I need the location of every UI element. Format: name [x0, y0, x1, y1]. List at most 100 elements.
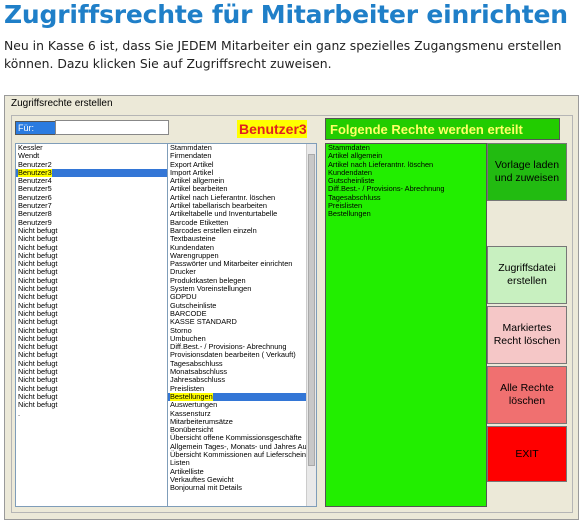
right-list-item[interactable]: Umbuchen	[168, 334, 316, 343]
right-list-item[interactable]: GDPDU	[168, 293, 316, 302]
right-list-item[interactable]: Firmendaten	[168, 151, 316, 160]
user-list-item[interactable]: Nicht befugt	[16, 342, 170, 351]
right-list-item[interactable]: Kundendaten	[168, 243, 316, 252]
right-list-item[interactable]: Gutscheinliste	[168, 301, 316, 310]
user-list-item[interactable]: Nicht befugt	[16, 259, 170, 268]
user-list-item[interactable]: Benutzer8	[16, 210, 170, 219]
user-list-item[interactable]: Nicht befugt	[16, 226, 170, 235]
right-list-item[interactable]: Monatsabschluss	[168, 367, 316, 377]
granted-right-item[interactable]: Bestellungen	[328, 209, 371, 219]
user-list-item[interactable]: Benutzer3	[16, 168, 170, 178]
right-list-item[interactable]: Artikeltabelle und Inventurtabelle	[168, 210, 316, 219]
right-list-item[interactable]: Import Artikel	[168, 168, 316, 177]
user-list-item[interactable]: Benutzer4	[16, 176, 170, 185]
right-list-item[interactable]: Artikelliste	[168, 467, 316, 476]
right-list-item[interactable]: Bestellungen	[168, 392, 316, 402]
right-list-item[interactable]: Übersicht offene Kommissionsgeschäfte	[168, 434, 316, 443]
right-list-item[interactable]: Verkauftes Gewicht	[168, 475, 316, 484]
load-template-button[interactable]: Vorlage laden und zuweisen	[487, 143, 567, 201]
right-list-item[interactable]: Bonjournal mit Details	[168, 483, 316, 493]
right-list-item[interactable]: Artikel allgemein	[168, 176, 316, 185]
right-list-item[interactable]: Diff.Best.- / Provisions- Abrechnung	[168, 342, 316, 351]
right-list-item[interactable]: KASSE STANDARD	[168, 317, 316, 326]
user-list-item[interactable]: Nicht befugt	[16, 359, 170, 368]
right-list-item-label: Produktkasten belegen	[170, 275, 246, 285]
user-list-item[interactable]: Nicht befugt	[16, 251, 170, 260]
user-list-item[interactable]: Nicht befugt	[16, 392, 170, 401]
granted-right-item[interactable]: Stammdaten	[328, 143, 370, 152]
granted-right-item[interactable]: Preislisten	[328, 201, 363, 211]
user-list-item[interactable]: Nicht befugt	[16, 284, 170, 293]
right-list-item[interactable]: Übersicht Kommissionen auf Lieferschein	[168, 450, 316, 459]
user-list-item[interactable]: Nicht befugt	[16, 301, 170, 310]
user-list-item[interactable]: Nicht befugt	[16, 243, 170, 252]
user-list-item[interactable]: Nicht befugt	[16, 334, 170, 343]
right-list-item-label: Bonjournal mit Details	[170, 483, 242, 493]
right-list-item[interactable]: Provisionsdaten bearbeiten ( Verkauft)	[168, 351, 316, 360]
right-list-item[interactable]: Textbausteine	[168, 234, 316, 243]
right-list-item[interactable]: Drucker	[168, 267, 316, 277]
right-list-item[interactable]: Barcode Etiketten	[168, 218, 316, 227]
user-list-item[interactable]: Nicht befugt	[16, 384, 170, 393]
right-list-item[interactable]: Passwörter und Mitarbeiter einrichten	[168, 259, 316, 268]
right-list-item[interactable]: Tagesabschluss	[168, 359, 316, 368]
users-list[interactable]: Kessler Wendt Benutzer2 Benutzer3 Benutzer4 B…	[15, 143, 171, 507]
delete-all-rights-button[interactable]: Alle Rechte löschen	[487, 366, 567, 424]
right-list-item[interactable]: Listen	[168, 458, 316, 467]
user-list-item[interactable]: Benutzer6	[16, 193, 170, 202]
rights-scrollbar[interactable]	[306, 144, 316, 506]
fuer-field[interactable]	[55, 120, 169, 135]
granted-right-item[interactable]: Artikel allgemein	[328, 151, 383, 161]
user-list-item[interactable]	[16, 418, 170, 426]
granted-right-item[interactable]: Tagesabschluss	[328, 192, 381, 202]
delete-selected-right-button[interactable]: Markiertes Recht löschen	[487, 306, 567, 364]
user-list-item[interactable]: Benutzer7	[16, 201, 170, 210]
user-list-item[interactable]: Nicht befugt	[16, 376, 170, 385]
right-list-item[interactable]: Artikel bearbeiten	[168, 185, 316, 194]
right-list-item[interactable]: Jahresabschluss	[168, 376, 316, 385]
right-list-item[interactable]: Allgemein Tages-, Monats- und Jahres Aus…	[168, 442, 316, 451]
right-list-item[interactable]: Export Artikel	[168, 160, 316, 169]
user-list-item[interactable]: .	[16, 409, 170, 418]
right-list-item[interactable]: Produktkasten belegen	[168, 275, 316, 285]
granted-right-item[interactable]: Kundendaten	[328, 167, 372, 177]
user-list-item[interactable]: Nicht befugt	[16, 309, 170, 318]
right-list-item[interactable]: Warengruppen	[168, 251, 316, 260]
right-list-item[interactable]: Artikel tabellarisch bearbeiten	[168, 201, 316, 210]
right-list-item[interactable]: Storno	[168, 326, 316, 335]
right-list-item[interactable]: System Voreinstellungen	[168, 284, 316, 293]
user-list-item[interactable]: Nicht befugt	[16, 293, 170, 302]
create-access-file-button[interactable]: Zugriffsdatei erstellen	[487, 246, 567, 304]
right-list-item[interactable]: Bonübersicht	[168, 425, 316, 434]
user-list-item[interactable]: Benutzer5	[16, 185, 170, 194]
user-list-item[interactable]: Kessler	[16, 144, 170, 152]
right-list-item[interactable]: BARCODE	[168, 309, 316, 318]
right-list-item[interactable]: Mitarbeiterumsätze	[168, 417, 316, 426]
user-list-item[interactable]: Nicht befugt	[16, 400, 170, 409]
user-list-item[interactable]: Nicht befugt	[16, 367, 170, 376]
user-list-item[interactable]: Nicht befugt	[16, 351, 170, 360]
granted-right-item[interactable]: Artikel nach Lieferantnr. löschen	[328, 159, 434, 169]
granted-right-item[interactable]: Diff.Best.- / Provisions- Abrechnung	[328, 184, 445, 194]
right-list-item[interactable]: Stammdaten	[168, 144, 316, 152]
user-list-item[interactable]: Benutzer9	[16, 218, 170, 227]
right-list-item[interactable]: Preislisten	[168, 384, 316, 393]
user-list-item[interactable]: Nicht befugt	[16, 276, 170, 285]
granted-right-item[interactable]: Gutscheinliste	[328, 176, 375, 186]
user-list-item[interactable]: Nicht befugt	[16, 268, 170, 277]
user-list-item[interactable]: Wendt	[16, 151, 170, 160]
right-list-item[interactable]: Auswertungen	[168, 400, 316, 409]
user-list-item[interactable]: Nicht befugt	[16, 234, 170, 243]
rights-list[interactable]: Stammdaten Firmendaten Export Artikel Impor…	[167, 143, 317, 507]
user-list-item[interactable]: Nicht befugt	[16, 326, 170, 335]
right-list-item[interactable]: Barcodes erstellen einzeln	[168, 226, 316, 235]
right-list-item-label: Drucker	[170, 267, 196, 277]
right-list-item[interactable]: Artikel nach Lieferantnr. löschen	[168, 193, 316, 202]
user-list-item[interactable]: Benutzer2	[16, 160, 170, 169]
right-list-item-label: Monatsabschluss	[170, 367, 228, 377]
exit-button[interactable]: EXIT	[487, 426, 567, 482]
right-list-item[interactable]: Kassensturz	[168, 409, 316, 418]
user-list-item[interactable]: Nicht befugt	[16, 317, 170, 326]
scrollbar-thumb[interactable]	[308, 154, 315, 466]
granted-rights-list[interactable]: Stammdaten Artikel allgemein Artikel nach …	[325, 143, 487, 507]
